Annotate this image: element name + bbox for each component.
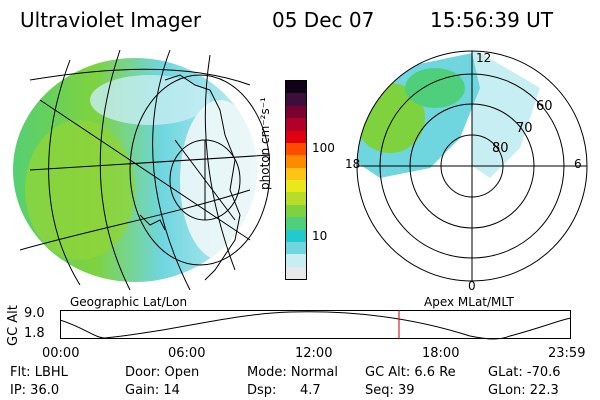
gc-alt-axis-label: GC Alt	[6, 305, 21, 346]
gc-alt-tick-low: 1.8	[24, 326, 45, 341]
colorbar-segment	[286, 216, 306, 230]
colorbar-segment	[286, 105, 306, 119]
colorbar-segment	[286, 266, 306, 279]
colorbar-segment	[286, 167, 306, 180]
colorbar-segment	[286, 92, 306, 106]
info-glat: GLat: -70.6	[488, 365, 561, 380]
geographic-panel-label: Geographic Lat/Lon	[70, 295, 188, 309]
time-tick-1200: 12:00	[295, 346, 333, 361]
colorbar-segment	[286, 117, 306, 131]
colorbar-tick-100: 100	[312, 141, 335, 155]
apex-panel-label: Apex MLat/MLT	[424, 295, 514, 309]
colorbar-segment	[286, 253, 306, 267]
colorbar-segment	[286, 191, 306, 205]
colorbar-segment	[286, 142, 306, 156]
mlt-18-label: 18	[345, 157, 360, 171]
image-time: 15:56:39 UT	[430, 8, 554, 32]
info-ip: IP: 36.0	[10, 383, 60, 398]
colorbar-segment	[286, 241, 306, 255]
gc-alt-tick-high: 9.0	[24, 306, 45, 321]
colorbar-unit-label: photon cm⁻²s⁻¹	[258, 97, 272, 190]
info-door: Door: Open	[125, 365, 200, 380]
mlt-12-label: 12	[476, 51, 491, 65]
time-tick-0600: 06:00	[168, 346, 206, 361]
time-tick-1800: 18:00	[422, 346, 460, 361]
colorbar-segment	[286, 204, 306, 218]
colorbar-segment	[286, 229, 306, 242]
info-dsp-value: 4.7	[300, 383, 321, 398]
colorbar-segment	[286, 179, 306, 193]
altitude-plot	[60, 310, 572, 340]
colorbar-segment	[286, 80, 306, 94]
mlt-0-label: 0	[468, 279, 476, 293]
mlat-60-label: 60	[536, 99, 553, 114]
colorbar	[285, 80, 307, 280]
colorbar-segment	[286, 154, 306, 168]
instrument-title: Ultraviolet Imager	[20, 8, 202, 32]
mlat-70-label: 70	[516, 121, 533, 136]
geographic-map	[13, 49, 270, 290]
colorbar-tick-10: 10	[312, 229, 328, 243]
info-mode: Mode: Normal	[247, 365, 338, 380]
info-gc-alt: GC Alt: 6.6 Re	[365, 365, 456, 380]
polar-plot: 12 18 6 0 60 70 80	[345, 50, 588, 293]
info-gain: Gain: 14	[125, 383, 180, 398]
mlt-6-label: 6	[574, 157, 582, 171]
time-tick-0000: 00:00	[42, 346, 80, 361]
time-tick-2359: 23:59	[548, 346, 586, 361]
info-dsp-label: Dsp:	[247, 383, 277, 398]
info-filter: Flt: LBHL	[10, 365, 68, 380]
info-glon: GLon: 22.3	[488, 383, 559, 398]
info-seq: Seq: 39	[365, 383, 415, 398]
mlat-80-label: 80	[492, 141, 509, 156]
image-date: 05 Dec 07	[272, 8, 375, 32]
colorbar-segment	[286, 130, 306, 143]
